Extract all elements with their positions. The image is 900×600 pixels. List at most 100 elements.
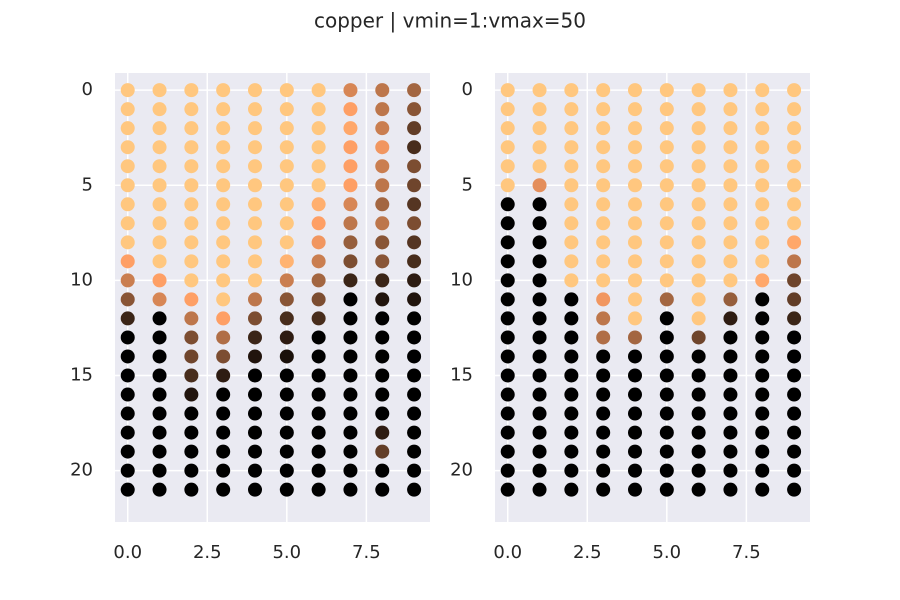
scatter-point <box>500 178 515 193</box>
scatter-point <box>691 349 706 364</box>
scatter-point <box>755 292 770 307</box>
scatter-point <box>596 444 611 459</box>
scatter-point <box>248 235 262 250</box>
scatter-point <box>755 178 770 193</box>
x-tick-label: 2.5 <box>193 542 222 563</box>
scatter-point <box>659 197 674 212</box>
scatter-point <box>723 83 738 98</box>
scatter-point <box>500 444 515 459</box>
scatter-point <box>787 121 802 136</box>
scatter-point <box>564 178 579 193</box>
scatter-point <box>375 387 390 402</box>
scatter-point <box>343 444 358 459</box>
scatter-point <box>628 463 642 478</box>
scatter-point <box>343 235 358 250</box>
scatter-point <box>564 368 579 383</box>
scatter-point <box>311 406 326 421</box>
scatter-point <box>184 121 199 136</box>
scatter-point <box>755 273 770 288</box>
scatter-point <box>500 330 515 345</box>
y-tick-label: 0 <box>462 79 473 100</box>
scatter-point <box>184 463 199 478</box>
scatter-point <box>628 292 642 307</box>
scatter-point <box>564 292 579 307</box>
scatter-point <box>532 406 547 421</box>
scatter-point <box>375 235 390 250</box>
scatter-point <box>407 159 422 174</box>
scatter-point <box>311 330 326 345</box>
scatter-point <box>407 216 422 231</box>
x-tick-label: 7.5 <box>352 542 381 563</box>
scatter-point <box>407 292 422 307</box>
scatter-point <box>596 292 611 307</box>
y-tick-label: 20 <box>450 460 473 481</box>
scatter-point <box>279 254 294 269</box>
scatter-point <box>532 463 547 478</box>
scatter-point <box>152 102 167 117</box>
scatter-point <box>500 83 515 98</box>
scatter-point <box>628 273 642 288</box>
scatter-point <box>787 425 802 440</box>
scatter-point <box>500 197 515 212</box>
scatter-point <box>184 444 199 459</box>
scatter-point <box>120 406 135 421</box>
scatter-point <box>500 292 515 307</box>
scatter-point <box>184 292 199 307</box>
scatter-point <box>628 178 642 193</box>
scatter-point <box>407 349 422 364</box>
scatter-point <box>375 406 390 421</box>
scatter-point <box>248 463 262 478</box>
scatter-point <box>311 140 326 155</box>
scatter-point <box>248 102 262 117</box>
scatter-point <box>120 178 135 193</box>
scatter-point <box>216 235 231 250</box>
scatter-point <box>691 368 706 383</box>
scatter-point <box>343 425 358 440</box>
scatter-point <box>375 463 390 478</box>
scatter-point <box>375 121 390 136</box>
scatter-point <box>407 368 422 383</box>
scatter-point <box>311 273 326 288</box>
scatter-point <box>755 121 770 136</box>
scatter-point <box>375 330 390 345</box>
scatter-point <box>343 330 358 345</box>
scatter-point <box>311 463 326 478</box>
scatter-point <box>755 102 770 117</box>
scatter-point <box>691 273 706 288</box>
scatter-point <box>120 121 135 136</box>
scatter-point <box>691 387 706 402</box>
scatter-point <box>787 292 802 307</box>
scatter-point <box>500 482 515 497</box>
scatter-point <box>723 425 738 440</box>
scatter-point <box>184 330 199 345</box>
scatter-point <box>343 102 358 117</box>
scatter-point <box>216 387 231 402</box>
scatter-point <box>216 292 231 307</box>
scatter-point <box>659 368 674 383</box>
scatter-point <box>500 235 515 250</box>
scatter-point <box>532 330 547 345</box>
scatter-point <box>564 254 579 269</box>
scatter-point <box>787 406 802 421</box>
scatter-point <box>152 140 167 155</box>
scatter-point <box>596 178 611 193</box>
x-tick-label: 5.0 <box>652 542 681 563</box>
scatter-point <box>755 254 770 269</box>
scatter-point <box>755 235 770 250</box>
scatter-point <box>564 121 579 136</box>
scatter-point <box>532 425 547 440</box>
scatter-point <box>311 311 326 326</box>
scatter-point <box>628 235 642 250</box>
scatter-point <box>596 368 611 383</box>
scatter-point <box>755 482 770 497</box>
scatter-point <box>564 311 579 326</box>
scatter-point <box>375 349 390 364</box>
scatter-point <box>723 444 738 459</box>
scatter-point <box>659 292 674 307</box>
scatter-point <box>659 387 674 402</box>
scatter-point <box>120 425 135 440</box>
scatter-point <box>564 330 579 345</box>
scatter-point <box>152 368 167 383</box>
scatter-point <box>120 292 135 307</box>
scatter-point <box>596 330 611 345</box>
